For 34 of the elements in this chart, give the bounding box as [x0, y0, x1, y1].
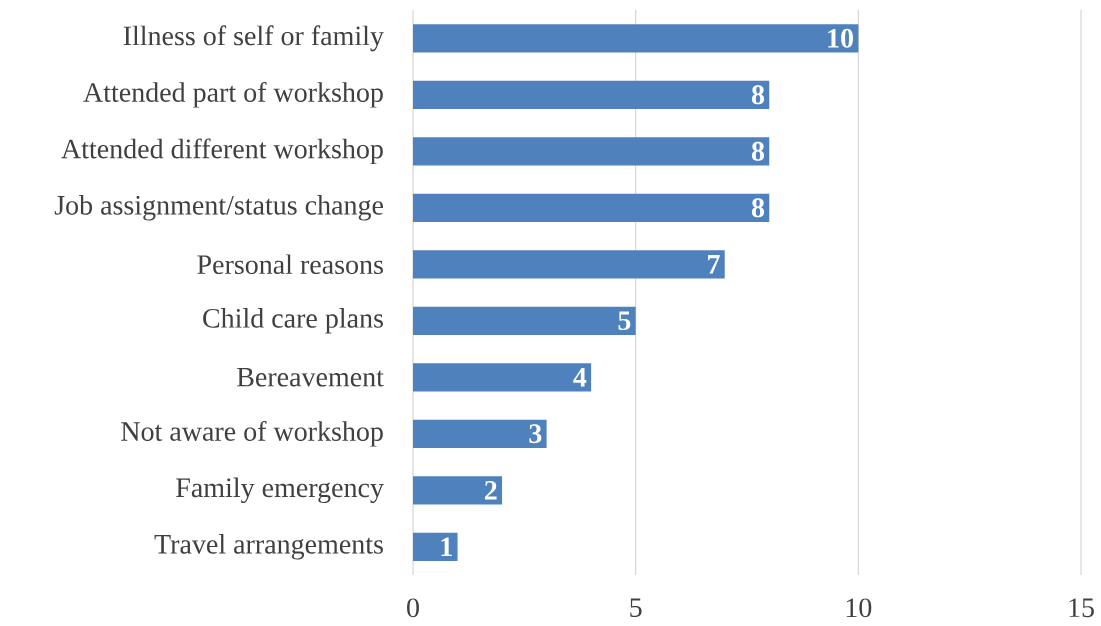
x-tick-label: 5 [630, 598, 642, 617]
bar [413, 137, 770, 166]
y-tick-label: Travel arrangements [154, 534, 383, 560]
data-label: 5 [618, 311, 631, 331]
data-label: 8 [751, 85, 765, 105]
y-tick-label: Family emergency [176, 477, 384, 503]
bar [413, 24, 859, 53]
bar [413, 419, 547, 448]
data-label: 10 [828, 28, 854, 48]
data-label: 7 [708, 255, 720, 274]
data-label: 8 [751, 198, 765, 218]
data-label: 4 [573, 368, 587, 387]
data-label: 3 [529, 424, 542, 444]
bar [413, 476, 503, 505]
y-tick-label: Illness of self or family [123, 25, 384, 52]
y-tick-label: Personal reasons [197, 254, 383, 275]
y-tick-label: Bereavement [237, 367, 384, 387]
y-tick-label: Child care plans [203, 308, 383, 334]
x-tick-label: 0 [407, 598, 419, 618]
bar [413, 532, 458, 561]
y-tick-label: Job assignment/status change [54, 195, 383, 221]
data-label: 1 [441, 537, 452, 556]
bar [413, 306, 636, 335]
data-label: 8 [751, 141, 765, 161]
bar [413, 193, 770, 222]
x-tick-label: 10 [846, 598, 872, 618]
bar [413, 80, 770, 109]
y-tick-label: Attended different workshop [61, 138, 383, 165]
bar [413, 250, 725, 279]
data-label: 2 [484, 480, 497, 500]
bar [413, 363, 592, 392]
y-tick-label: Not aware of workshop [121, 420, 383, 447]
x-tick-label: 15 [1069, 598, 1094, 618]
y-tick-label: Attended part of workshop [83, 81, 383, 108]
